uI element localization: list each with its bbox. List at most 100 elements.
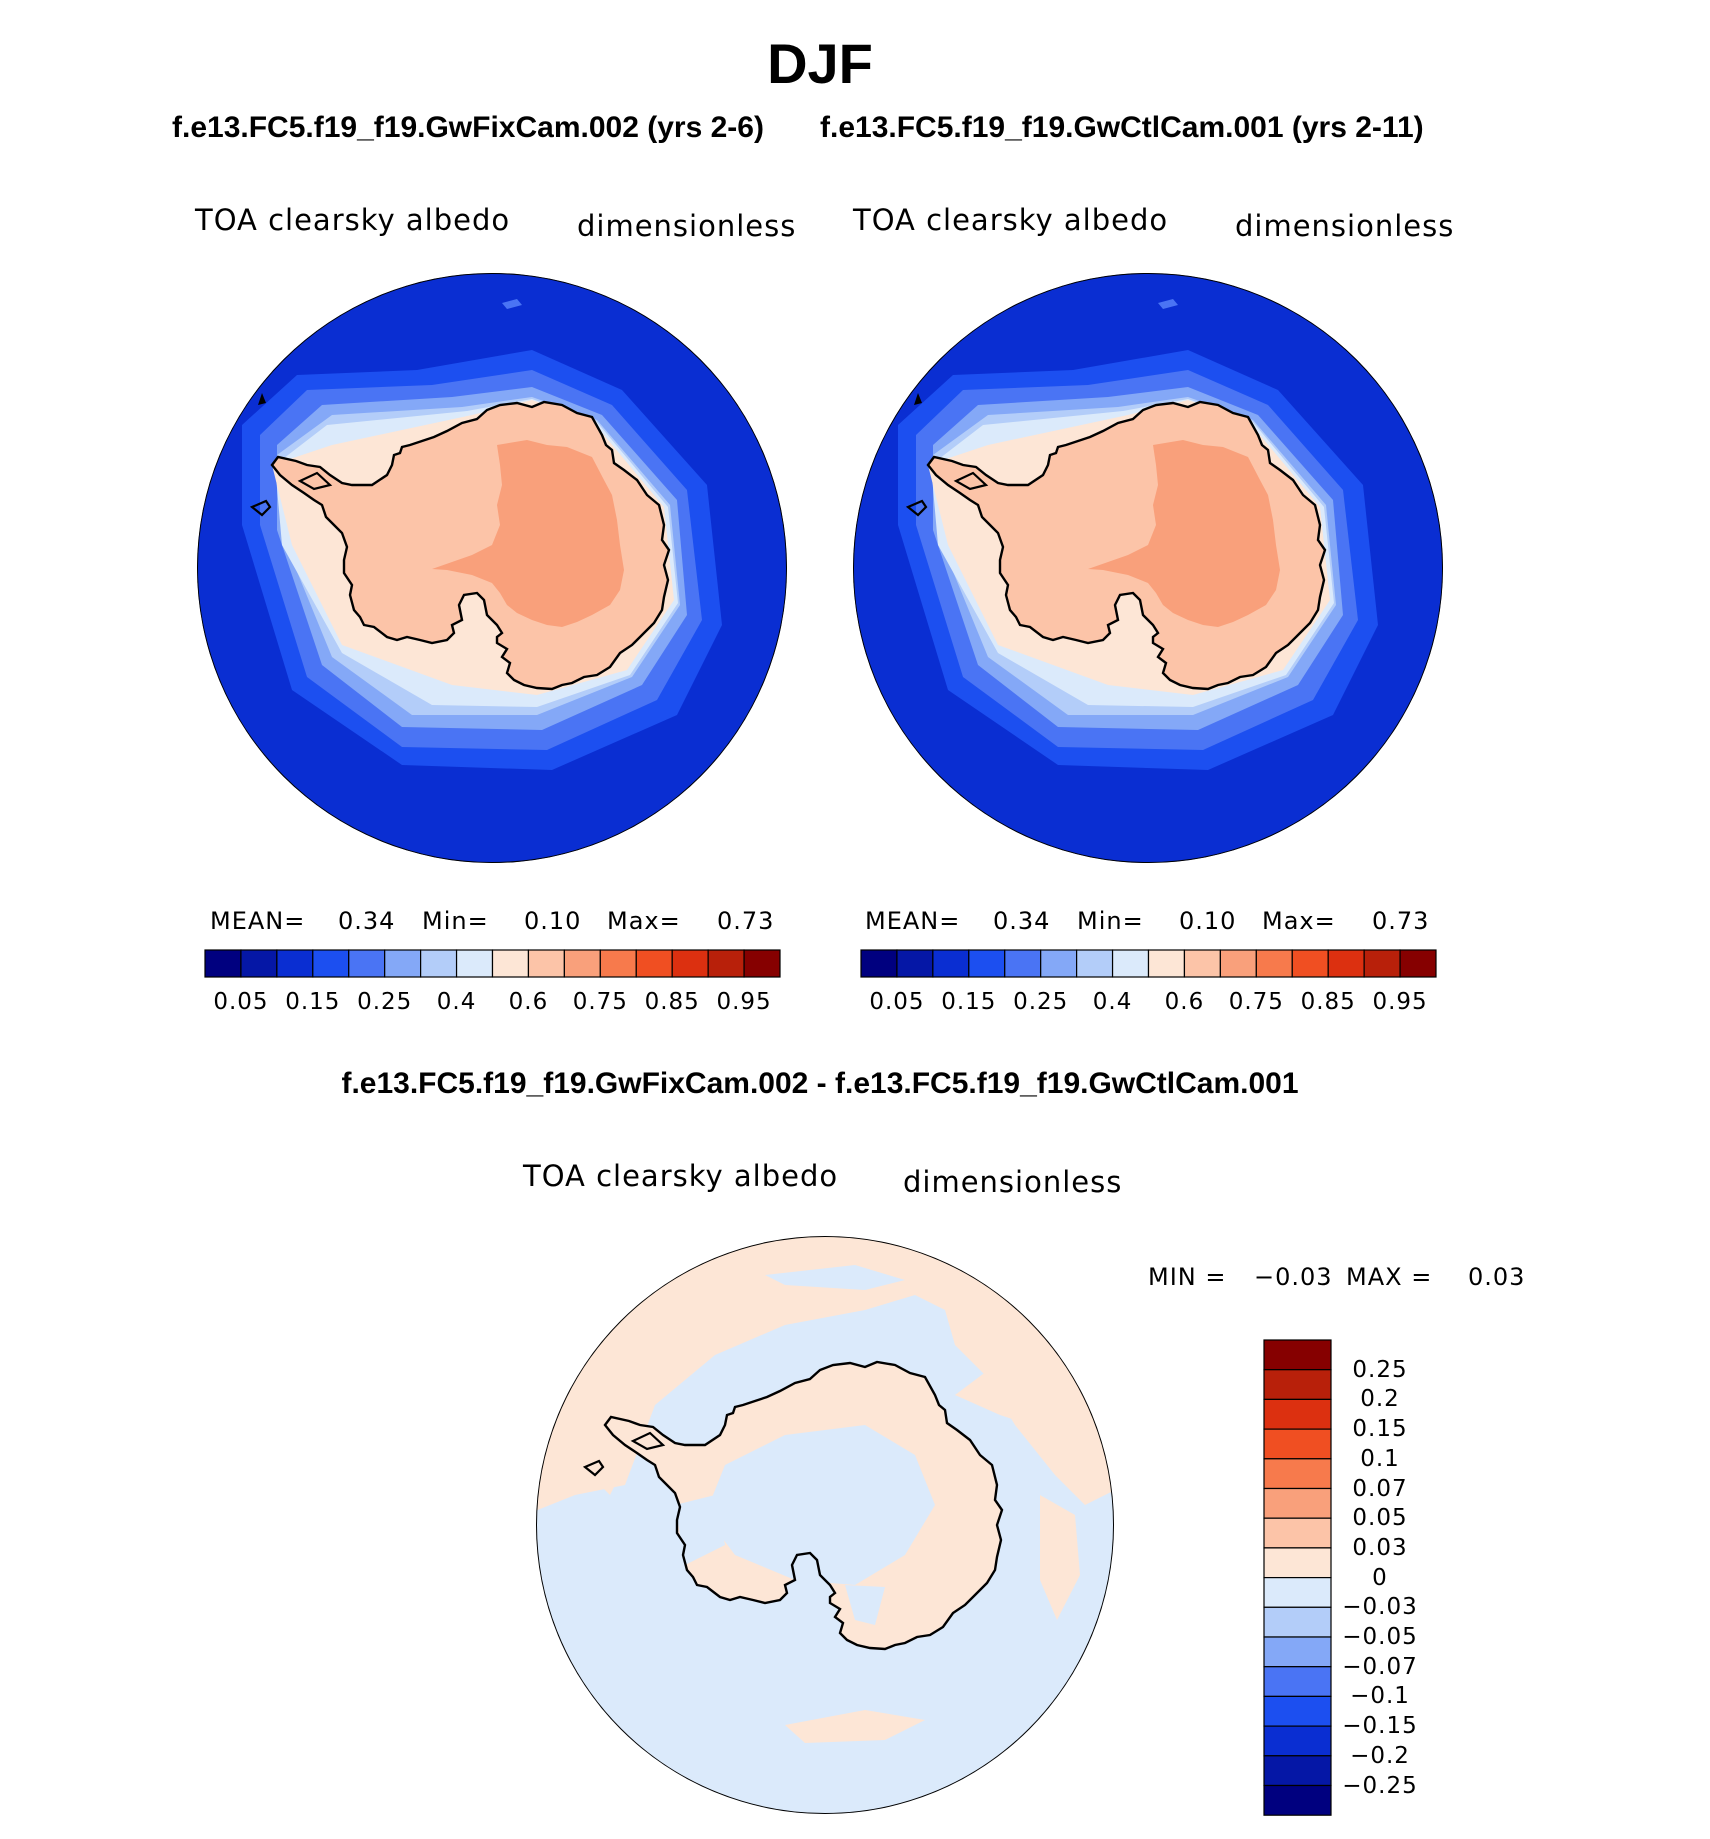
colorbar-box	[455, 949, 494, 978]
panel-left-units: dimensionless	[577, 209, 797, 243]
colorbar-box	[743, 949, 781, 978]
colorbar-box	[527, 949, 565, 978]
colorbar-box	[1076, 949, 1114, 978]
colorbar-box	[312, 949, 350, 978]
diff-variable: TOA clearsky albedo	[523, 1159, 839, 1193]
colorbar-box	[1327, 949, 1365, 978]
stats-left-min: 0.10	[524, 907, 582, 935]
diff-colorbar-label: 0.1	[1360, 1445, 1400, 1472]
diff-colorbar-label: −0.03	[1342, 1594, 1418, 1621]
colorbar-box	[932, 949, 970, 978]
colorbar-box	[707, 949, 745, 978]
diff-colorbar-box	[1263, 1725, 1332, 1757]
stats-left-max-label: Max=	[607, 907, 681, 935]
colorbar-right-label: 0.05	[869, 989, 925, 1015]
diff-max: 0.03	[1468, 1263, 1526, 1291]
stats-right-min: 0.10	[1179, 907, 1237, 935]
case-title-left: f.e13.FC5.f19_f19.GwFixCam.002 (yrs 2-6)	[172, 111, 764, 144]
colorbar-box	[276, 949, 314, 978]
diff-colorbar-label: 0.07	[1352, 1475, 1408, 1502]
colorbar-box	[491, 949, 530, 978]
colorbar-right-label: 0.15	[941, 989, 997, 1015]
colorbar-right-label: 0.6	[1164, 989, 1205, 1015]
colorbar-box	[968, 949, 1006, 978]
panel-left-variable: TOA clearsky albedo	[195, 203, 511, 237]
diff-colorbar-box	[1263, 1487, 1332, 1519]
diff-colorbar-box	[1263, 1695, 1332, 1727]
colorbar-left-label: 0.25	[357, 989, 413, 1015]
colorbar-box	[1363, 949, 1401, 978]
colorbar-box	[1291, 949, 1329, 978]
colorbar-box	[420, 949, 458, 978]
colorbar-left-label: 0.75	[572, 989, 628, 1015]
colorbar-box	[896, 949, 934, 978]
map-left	[197, 273, 787, 863]
colorbar-left-label: 0.05	[213, 989, 269, 1015]
diff-colorbar-label: 0.05	[1352, 1505, 1408, 1532]
colorbar-box	[860, 949, 898, 978]
stats-right-mean: 0.34	[993, 907, 1051, 935]
colorbar-box	[1255, 949, 1293, 978]
colorbar-left-label: 0.85	[644, 989, 700, 1015]
diff-colorbar-box	[1263, 1636, 1332, 1668]
stats-right-max: 0.73	[1372, 907, 1430, 935]
diff-colorbar-box	[1263, 1784, 1332, 1816]
colorbar-box	[1183, 949, 1221, 978]
colorbar-box	[671, 949, 709, 978]
diff-colorbar-label: 0.15	[1352, 1416, 1408, 1443]
diff-colorbar-box	[1263, 1606, 1332, 1638]
stats-right-min-label: Min=	[1077, 907, 1144, 935]
diff-colorbar-box	[1263, 1517, 1332, 1549]
colorbar-box	[1111, 949, 1150, 978]
diff-max-label: MAX =	[1346, 1263, 1433, 1291]
diff-colorbar-label: −0.07	[1342, 1653, 1418, 1680]
colorbar-box	[1040, 949, 1078, 978]
diff-colorbar-box	[1263, 1547, 1332, 1579]
diff-units: dimensionless	[903, 1165, 1123, 1199]
stats-left-mean: 0.34	[338, 907, 396, 935]
stats-right-mean-label: MEAN=	[865, 907, 961, 935]
colorbar-box	[1147, 949, 1186, 978]
diff-colorbar-label: −0.2	[1350, 1742, 1410, 1769]
colorbar-difference	[1263, 1339, 1332, 1816]
main-title: DJF	[767, 32, 873, 95]
colorbar-left-label: 0.95	[716, 989, 772, 1015]
stats-right-max-label: Max=	[1262, 907, 1336, 935]
map-difference	[536, 1236, 1114, 1814]
diff-colorbar-box	[1263, 1666, 1332, 1697]
colorbar-left-label: 0.15	[285, 989, 341, 1015]
stats-left-min-label: Min=	[422, 907, 489, 935]
colorbar-box	[240, 949, 278, 978]
diff-colorbar-box	[1263, 1339, 1332, 1371]
colorbar-box	[1399, 949, 1437, 978]
colorbar-left-label: 0.4	[436, 989, 477, 1015]
colorbar-right-label: 0.75	[1228, 989, 1284, 1015]
diff-colorbar-label: −0.1	[1350, 1683, 1410, 1710]
colorbar-left	[204, 949, 781, 978]
diff-colorbar-label: 0	[1372, 1564, 1388, 1591]
colorbar-box	[563, 949, 601, 978]
colorbar-box	[348, 949, 386, 978]
diff-colorbar-label: −0.25	[1342, 1772, 1418, 1799]
case-title-right: f.e13.FC5.f19_f19.GwCtlCam.001 (yrs 2-11…	[820, 111, 1424, 144]
panel-right-units: dimensionless	[1235, 209, 1455, 243]
colorbar-left-label: 0.6	[508, 989, 549, 1015]
colorbar-box	[204, 949, 242, 978]
stats-left-mean-label: MEAN=	[210, 907, 306, 935]
diff-colorbar-label: −0.05	[1342, 1624, 1418, 1650]
diff-colorbar-box	[1263, 1576, 1332, 1608]
colorbar-right-label: 0.25	[1013, 989, 1069, 1015]
colorbar-right-label: 0.95	[1372, 989, 1428, 1015]
diff-colorbar-box	[1263, 1369, 1332, 1400]
diff-min: −0.03	[1254, 1263, 1333, 1291]
stats-left-max: 0.73	[717, 907, 775, 935]
colorbar-box	[635, 949, 673, 978]
diff-min-label: MIN =	[1148, 1263, 1227, 1291]
colorbar-box	[384, 949, 422, 978]
panel-right-variable: TOA clearsky albedo	[853, 203, 1169, 237]
diff-colorbar-label: 0.25	[1352, 1356, 1408, 1383]
diff-colorbar-box	[1263, 1458, 1332, 1490]
diff-colorbar-label: 0.03	[1352, 1534, 1408, 1561]
colorbar-right-label: 0.85	[1300, 989, 1356, 1015]
